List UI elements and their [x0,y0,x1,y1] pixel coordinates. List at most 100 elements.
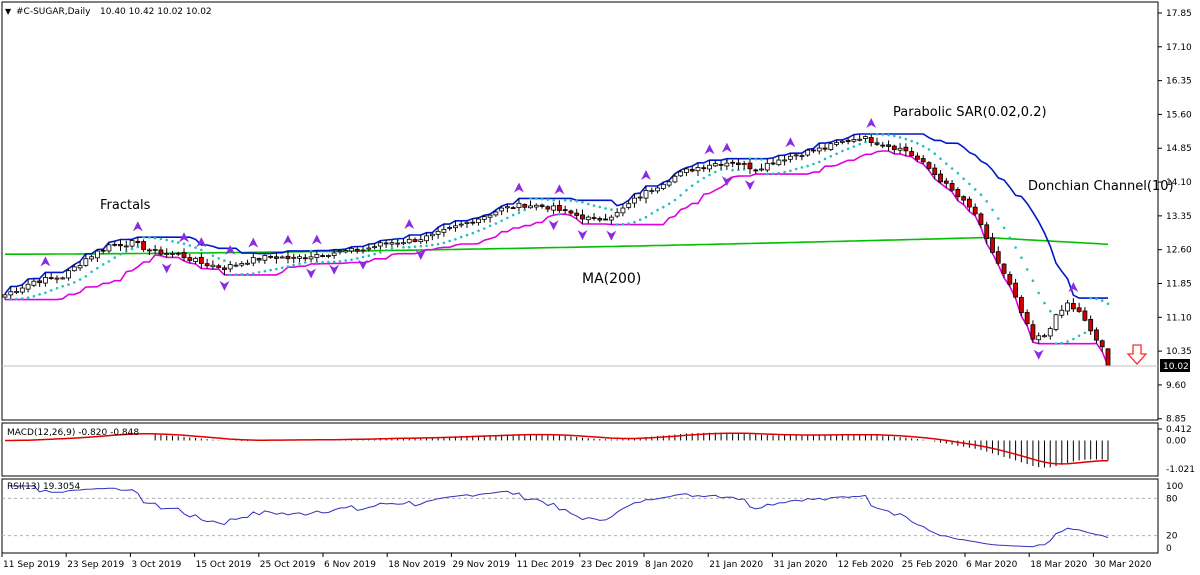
donchian-annotation: Donchian Channel(10) [1028,179,1174,194]
candle-body [285,255,291,260]
candle-body [880,144,886,147]
sar-dot [292,263,296,267]
sar-dot [483,227,486,230]
sar-dot [101,263,105,266]
candle-body [909,151,915,157]
candle-body [71,266,77,272]
sar-dot [719,168,723,171]
candle-body [920,158,926,163]
candle-body [193,257,198,262]
sar-dot [38,293,41,296]
candle-body [597,218,603,221]
sar-dot [1072,337,1075,341]
y-tick-label: 9.60 [1166,381,1186,391]
sar-dot [1014,246,1017,249]
candle-body [222,267,227,270]
sar-dot [783,170,786,174]
sar-dot [32,294,36,298]
sar-dot [373,252,376,256]
candle-body [591,217,597,219]
candle-body [637,196,643,199]
candle-body [701,167,707,170]
sar-dot [356,257,359,260]
fractal-up [196,237,207,248]
sar-dot [15,297,18,301]
fractal-down [329,264,340,275]
sar-dot [113,256,116,259]
candle-body [320,255,326,257]
symbol-icon: ▼ [5,7,12,16]
candle-body [291,256,297,259]
macd-tick-label: 0.412 [1166,425,1192,435]
candle-body [897,147,903,151]
candle-body [614,212,620,217]
sar-dot [777,171,781,175]
candle-body [274,256,279,259]
y-tick-label: 10.35 [1166,347,1192,357]
sar-dot [771,172,775,176]
sar-dot [979,193,983,196]
candle-body [106,244,112,252]
sar-dot [419,244,423,248]
candle-body [736,162,741,165]
candle-body [227,264,233,270]
candle-body [1076,307,1082,312]
candlesticks [2,133,1111,367]
fractals-annotation: Fractals [100,198,151,213]
donchian-lower [5,150,1109,367]
candle-body [412,239,418,242]
fractal-up [704,144,715,155]
candle-body [279,256,285,259]
sar-dot [592,204,596,207]
candle-body [522,203,528,208]
candle-body [1094,329,1099,341]
sar-dot [535,197,538,200]
x-tick-label: 6 Mar 2020 [966,560,1018,570]
y-tick-label: 17.10 [1166,43,1192,53]
candle-body [487,214,493,218]
candle-body [60,277,66,280]
candle-body [1007,274,1013,285]
candle-body [915,155,920,160]
candle-body [83,258,89,266]
sar-dot [1031,279,1035,283]
sar-dot [748,157,752,161]
sar-dot [344,259,348,262]
sar-dot [546,198,550,201]
sar-dot [49,289,53,292]
sar-dot [211,254,215,257]
candle-body [216,265,222,268]
candle-body [990,237,995,253]
candle-body [839,140,845,143]
x-tick-label: 23 Dec 2019 [581,560,639,570]
sar-dot [350,258,353,262]
candle-body [510,207,516,210]
rsi-tick-label: 0 [1166,544,1172,554]
candle-body [406,238,412,244]
candle-body [863,136,868,139]
sar-dot [448,239,452,243]
sar-dot [737,168,740,172]
candle-body [158,249,164,255]
sar-dot [852,145,856,148]
sar-dot [569,199,573,202]
sar-dot [702,176,706,180]
sar-dot [633,220,636,224]
candle-body [395,242,401,245]
sar-dot [379,251,382,254]
candle-body [43,276,48,284]
sar-dot [575,199,578,203]
candle-body [811,149,816,152]
sar-dot [413,245,417,248]
fractal-down [548,220,559,231]
ma-annotation: MA(200) [582,271,641,287]
candle-body [949,183,955,191]
sar-dot [985,200,988,203]
rsi-indicator: 100 80 20 0 [2,482,1183,554]
candle-body [476,218,481,224]
candle-body [493,211,499,216]
candle-body [851,139,857,142]
sar-dot [275,267,278,271]
sar-dot [893,134,896,138]
candle-body [793,154,799,157]
